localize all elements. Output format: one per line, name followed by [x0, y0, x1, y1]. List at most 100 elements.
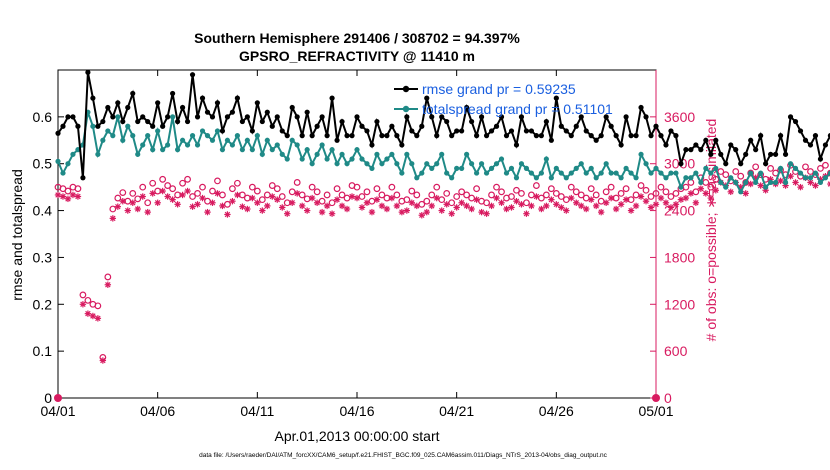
obs-assimilated-point	[498, 199, 505, 206]
spread-point	[264, 137, 270, 143]
obs-assimilated-point	[179, 191, 186, 199]
spread-point	[199, 128, 206, 134]
rmse-point	[713, 137, 719, 143]
rmse-point	[85, 69, 91, 75]
y-right-tick-label: 1200	[664, 296, 695, 312]
spread-point	[434, 161, 440, 167]
obs-assimilated-point	[54, 191, 62, 199]
rmse-point	[75, 123, 81, 129]
rmse-point	[80, 175, 86, 181]
obs-assimilated-point	[553, 201, 560, 208]
obs-possible-point	[642, 186, 650, 194]
obs-possible-point	[338, 191, 346, 199]
spread-point	[329, 147, 335, 153]
obs-possible-point	[732, 168, 740, 175]
rmse-point	[135, 118, 141, 125]
spread-point	[638, 151, 644, 157]
spread-point	[748, 170, 754, 176]
obs-assimilated-point	[627, 207, 635, 214]
rmse-point	[90, 95, 96, 101]
obs-assimilated-point	[294, 190, 301, 197]
obs-assimilated-point	[493, 194, 500, 202]
rmse-point	[140, 114, 146, 120]
rmse-point	[299, 133, 305, 139]
obs-assimilated-point	[289, 199, 296, 206]
spread-point	[55, 158, 61, 164]
rmse-point	[394, 133, 400, 139]
obs-assimilated-point	[388, 194, 396, 202]
rmse-point	[797, 128, 804, 134]
rmse-point	[209, 114, 216, 120]
obs-possible-point	[508, 193, 515, 200]
obs-assimilated-point	[677, 196, 685, 203]
obs-assimilated-point	[348, 193, 356, 200]
rmse-point	[424, 95, 430, 101]
spread-point	[758, 170, 764, 176]
obs-possible-point	[622, 185, 630, 193]
spread-point	[613, 170, 619, 176]
x-tick-label: 04/16	[339, 403, 374, 419]
rmse-point	[359, 123, 365, 129]
spread-point	[60, 170, 66, 176]
obs-possible-point	[268, 182, 276, 189]
obs-assimilated-point	[149, 190, 156, 197]
obs-possible-point	[313, 188, 321, 196]
obs-assimilated-point	[249, 194, 256, 202]
obs-assimilated-point	[199, 194, 206, 202]
spread-point	[618, 175, 624, 181]
spread-point	[439, 151, 445, 157]
chart-title-line2: GPSRO_REFRACTIVITY @ 11410 m	[239, 48, 475, 64]
obs-assimilated-point	[632, 202, 640, 210]
rmse-point	[643, 114, 649, 120]
obs-assimilated-point	[209, 199, 216, 206]
spread-point	[703, 165, 709, 171]
obs-assimilated-point	[433, 194, 440, 202]
obs-assimilated-point	[543, 202, 550, 210]
obs-possible-point	[278, 193, 286, 200]
obs-assimilated-point	[413, 202, 420, 210]
obs-assimilated-point	[712, 187, 719, 194]
obs-assimilated-point	[408, 199, 416, 206]
rmse-point	[474, 133, 480, 139]
obs-possible-point	[682, 183, 690, 191]
rmse-point	[508, 128, 515, 134]
obs-possible-point	[617, 189, 625, 197]
y-left-tick-label: 0	[44, 390, 52, 406]
obs-possible-point	[179, 179, 186, 187]
rmse-point	[145, 118, 151, 125]
spread-point	[179, 137, 186, 143]
obs-possible-point	[363, 188, 371, 196]
spread-point	[224, 137, 231, 143]
obs-assimilated-point	[114, 203, 121, 210]
obs-assimilated-point	[508, 204, 515, 211]
y-axis-label-left: rmse and totalspread	[9, 169, 25, 301]
rmse-point	[533, 133, 540, 139]
obs-possible-point	[428, 191, 436, 199]
spread-point	[259, 151, 265, 157]
rmse-point	[249, 128, 255, 134]
spread-point	[503, 170, 510, 176]
rmse-point	[608, 123, 614, 129]
rmse-point	[782, 151, 789, 157]
rmse-point	[618, 142, 624, 148]
spread-point	[608, 170, 614, 176]
spread-point	[678, 184, 684, 190]
spread-point	[184, 142, 191, 148]
obs-assimilated-point	[383, 205, 391, 213]
obs-assimilated-point	[617, 201, 625, 208]
spread-point	[449, 175, 455, 181]
rmse-point	[409, 128, 415, 134]
spread-point	[588, 165, 594, 171]
obs-possible-point	[258, 196, 266, 204]
spread-point	[474, 170, 480, 176]
legend-label: totalspread grand pr = 0.51101	[422, 101, 613, 117]
y-right-tick-label: 600	[664, 343, 688, 359]
obs-assimilated-point	[59, 193, 67, 200]
rmse-point	[324, 133, 330, 139]
spread-point	[523, 165, 530, 171]
spread-point	[115, 114, 121, 120]
obs-possible-point	[403, 196, 411, 204]
rmse-point	[703, 137, 709, 143]
spread-point	[508, 165, 515, 171]
spread-point	[698, 179, 704, 186]
